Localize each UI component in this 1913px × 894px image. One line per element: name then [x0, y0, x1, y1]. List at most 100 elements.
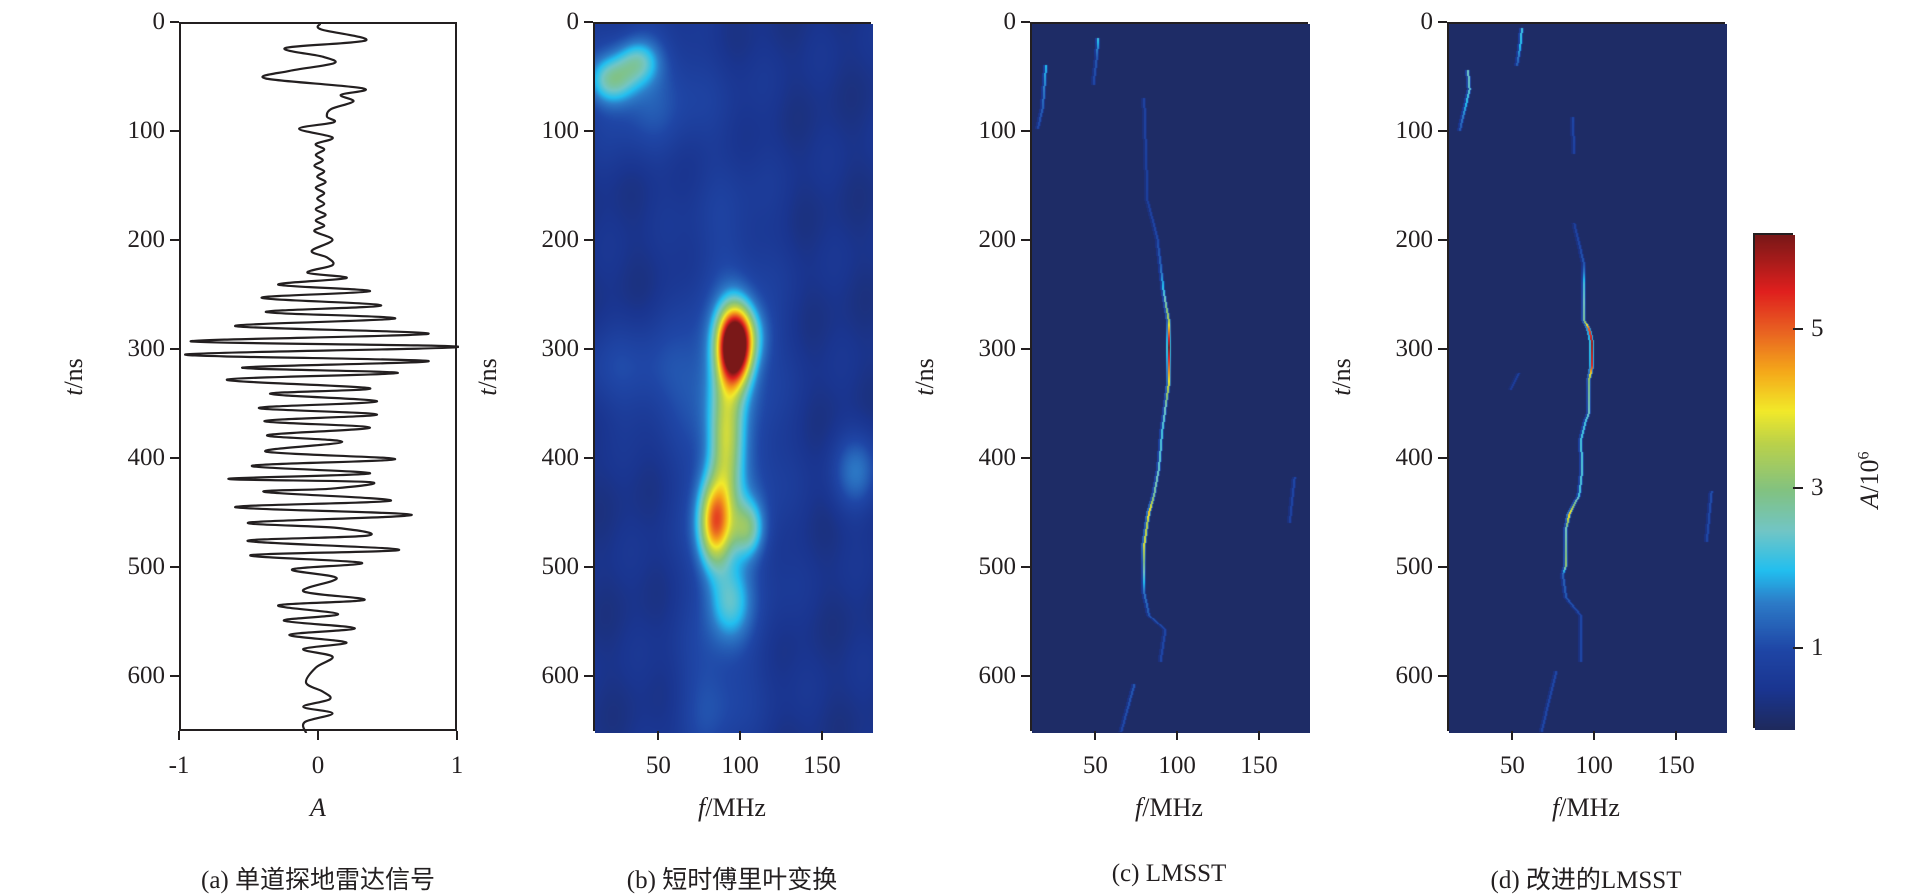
x-axis-label-unit: /MHz [705, 793, 766, 822]
colorbar-tick-mark [1793, 487, 1803, 490]
y-tick-label: 100 [541, 117, 580, 145]
y-tick-label: 600 [541, 662, 580, 690]
panel-d-caption: (d) 改进的LMSST [1490, 867, 1682, 894]
x-tick-mark [820, 731, 823, 740]
x-tick-mark [456, 731, 458, 740]
x-tick-mark [657, 731, 660, 740]
y-tick-mark [1438, 130, 1447, 133]
y-tick-label: 200 [978, 226, 1017, 254]
y-tick-mark [170, 21, 179, 23]
y-tick-mark [170, 239, 179, 242]
y-axis-label-unit: /ns [910, 357, 939, 389]
x-axis-label: A [310, 793, 326, 823]
y-tick-mark [584, 457, 593, 460]
x-tick-mark [178, 731, 180, 740]
panel-a-plot-area [179, 22, 459, 733]
y-tick-mark [1021, 348, 1030, 351]
y-axis-label-unit: /ns [473, 357, 502, 389]
colorbar-label-exp: 6 [1855, 451, 1873, 460]
improved-lmsst-heatmap [1449, 24, 1727, 733]
x-tick-label: 50 [1082, 752, 1108, 779]
y-axis-label-var: t [910, 388, 939, 396]
x-tick-label: 100 [1575, 752, 1613, 779]
colorbar-tick-mark [1793, 647, 1803, 650]
y-tick-label: 200 [1395, 226, 1434, 254]
x-tick-mark [1593, 731, 1596, 740]
panel-c-plot-area [1030, 22, 1310, 733]
y-tick-label: 300 [978, 335, 1017, 363]
y-tick-mark [1021, 457, 1030, 460]
x-tick-mark [1257, 731, 1260, 740]
x-tick-label: 50 [645, 752, 671, 779]
y-tick-mark [1438, 566, 1447, 569]
y-tick-label: 300 [1395, 335, 1434, 363]
y-tick-mark [1021, 566, 1030, 569]
panel-b-plot-area [593, 22, 873, 733]
y-tick-mark [584, 566, 593, 569]
y-tick-label: 100 [1395, 117, 1434, 145]
y-tick-label: 0 [566, 8, 580, 35]
y-tick-label: 300 [127, 335, 166, 363]
y-axis-label: t/ns [910, 358, 940, 396]
y-tick-label: 0 [152, 8, 166, 35]
x-tick-mark [317, 731, 319, 740]
colorbar-tick-mark [1793, 327, 1803, 330]
y-tick-mark [1021, 675, 1030, 678]
x-tick-label: 100 [1158, 752, 1196, 779]
y-tick-mark [584, 348, 593, 351]
y-axis-label-unit: /ns [1327, 357, 1356, 389]
x-axis-label-var: f [698, 793, 706, 822]
y-tick-mark [1021, 21, 1030, 23]
x-tick-label: 150 [1240, 752, 1278, 779]
y-tick-mark [584, 675, 593, 678]
y-tick-mark [1438, 21, 1447, 23]
y-tick-mark [170, 457, 179, 460]
x-axis-label-var: A [310, 793, 326, 822]
x-tick-mark [1511, 731, 1514, 740]
y-tick-label: 200 [541, 226, 580, 254]
y-tick-label: 400 [541, 444, 580, 472]
y-tick-label: 600 [978, 662, 1017, 690]
x-tick-label: -1 [168, 752, 190, 779]
panel-d-plot-area [1447, 22, 1727, 733]
y-tick-label: 100 [978, 117, 1017, 145]
y-tick-label: 300 [541, 335, 580, 363]
y-tick-mark [1438, 457, 1447, 460]
y-tick-mark [1438, 675, 1447, 678]
y-tick-label: 500 [1395, 553, 1434, 581]
x-tick-mark [1094, 731, 1097, 740]
x-axis-label-unit: /MHz [1142, 793, 1203, 822]
x-axis-label-var: f [1135, 793, 1143, 822]
colorbar-tick-label: 5 [1811, 314, 1824, 342]
panel-a-caption: (a) 单道探地雷达信号 [201, 867, 435, 894]
y-tick-label: 400 [127, 444, 166, 472]
x-tick-label: 0 [311, 752, 325, 779]
y-tick-mark [1438, 348, 1447, 351]
x-tick-label: 100 [721, 752, 759, 779]
colorbar-label: A/106 [1855, 451, 1885, 508]
y-tick-mark [584, 239, 593, 242]
signal-line [184, 24, 459, 733]
x-axis-label-var: f [1552, 793, 1560, 822]
y-tick-mark [584, 130, 593, 133]
y-tick-mark [1021, 239, 1030, 242]
y-tick-label: 200 [127, 226, 166, 254]
y-tick-label: 500 [978, 553, 1017, 581]
colorbar-tick-label: 3 [1811, 474, 1824, 502]
y-tick-label: 0 [1003, 8, 1017, 35]
lmsst-heatmap [1032, 24, 1310, 733]
panel-b-caption: (b) 短时傅里叶变换 [626, 867, 838, 894]
y-tick-label: 0 [1420, 8, 1434, 35]
colorbar-tick-label: 1 [1811, 634, 1824, 662]
y-axis-label-var: t [1327, 388, 1356, 396]
y-tick-label: 500 [127, 553, 166, 581]
x-axis-label: f/MHz [1135, 793, 1203, 823]
y-axis-label-var: t [473, 388, 502, 396]
y-axis-label: t/ns [1327, 358, 1357, 396]
y-axis-label-var: t [59, 388, 88, 396]
colorbar [1753, 233, 1795, 730]
x-axis-label: f/MHz [1552, 793, 1620, 823]
x-tick-label: 150 [1657, 752, 1695, 779]
y-tick-mark [1021, 130, 1030, 133]
